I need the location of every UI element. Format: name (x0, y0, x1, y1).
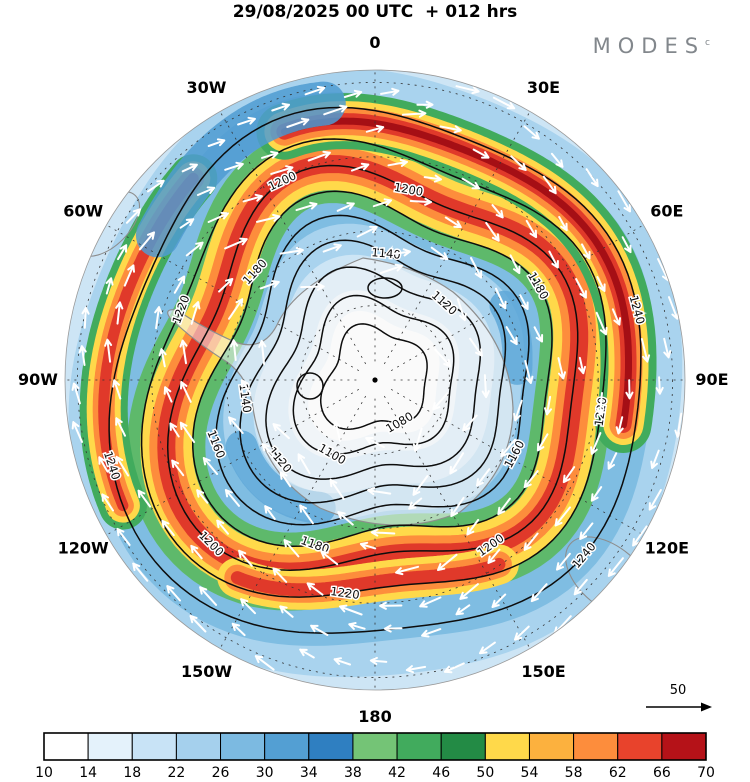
svg-text:66: 66 (653, 765, 671, 781)
svg-text:58: 58 (565, 765, 583, 781)
pole-dot (372, 377, 378, 383)
meridian-labels: 0 30E 60E 90E 120E 150E 180 150W 120W 90W 60W 30W (18, 33, 729, 726)
map-edge (64, 69, 686, 691)
svg-text:30: 30 (256, 765, 274, 781)
svg-text:1220: 1220 (330, 584, 361, 602)
modes-logo-mark: c (705, 38, 710, 48)
svg-text:120W: 120W (58, 539, 109, 558)
svg-text:46: 46 (432, 765, 450, 781)
svg-text:60E: 60E (650, 202, 683, 221)
svg-text:150E: 150E (521, 662, 565, 681)
svg-text:60W: 60W (63, 202, 103, 221)
svg-text:22: 22 (167, 765, 185, 781)
chart-title: 29/08/2025 00 UTC + 012 hrs (232, 2, 518, 22)
svg-text:42: 42 (388, 765, 406, 781)
colorbar: 10 14 18 22 26 30 34 38 42 46 50 54 58 62 66 70 (35, 732, 715, 781)
svg-text:62: 62 (609, 765, 627, 781)
svg-text:34: 34 (300, 765, 318, 781)
svg-text:10: 10 (35, 765, 53, 781)
modes-logo-text: MODES (592, 34, 706, 58)
svg-text:90E: 90E (695, 370, 728, 389)
svg-text:1200: 1200 (393, 180, 424, 199)
svg-text:180: 180 (358, 707, 391, 726)
svg-text:14: 14 (79, 765, 97, 781)
wind-arrows (71, 85, 683, 674)
svg-text:50: 50 (670, 683, 687, 698)
svg-text:0: 0 (369, 33, 380, 52)
svg-text:38: 38 (344, 765, 362, 781)
svg-text:18: 18 (123, 765, 141, 781)
svg-text:26: 26 (212, 765, 230, 781)
svg-text:90W: 90W (18, 370, 58, 389)
svg-text:1140: 1140 (371, 245, 401, 261)
svg-text:150W: 150W (181, 662, 232, 681)
wind-reference-arrow: 50 (646, 683, 712, 712)
svg-text:30E: 30E (527, 78, 560, 97)
svg-text:120E: 120E (645, 539, 689, 558)
svg-text:50: 50 (476, 765, 494, 781)
svg-text:70: 70 (697, 765, 715, 781)
modes-logo: MODESc (593, 34, 710, 58)
svg-text:1140: 1140 (236, 383, 254, 414)
svg-text:30W: 30W (187, 78, 227, 97)
svg-text:54: 54 (521, 765, 539, 781)
